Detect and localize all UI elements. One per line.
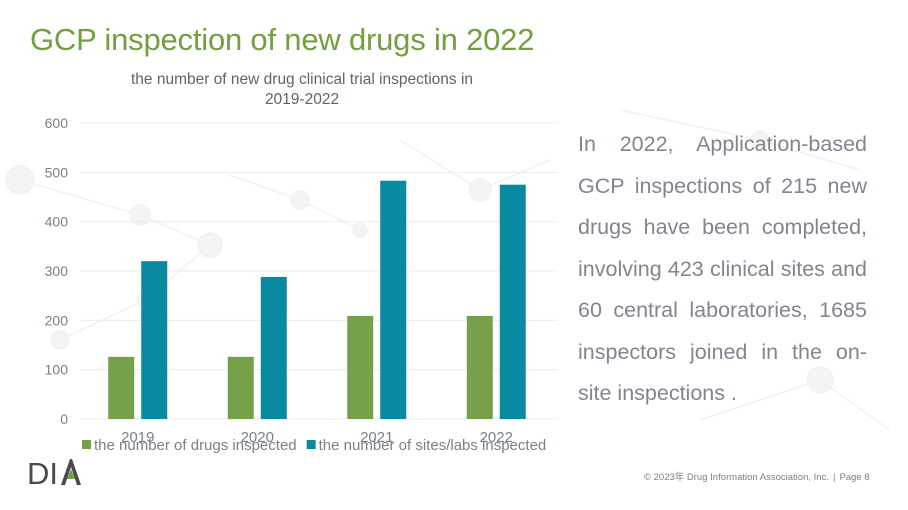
y-tick-label: 500 [45,164,69,180]
summary-paragraph: In 2022, Application-based GCP inspectio… [578,132,867,405]
y-tick-label: 600 [45,115,69,131]
bar-drugs-2021 [347,315,374,419]
footer-separator: | [832,472,836,483]
bar-sites-labs-2020 [260,276,287,419]
y-axis-ticks: 0 100 200 300 400 500 600 [45,115,69,427]
chart-bars [108,180,526,419]
legend-swatch-icon [306,440,316,449]
legend-label: the number of sites/labs inspected [319,437,547,454]
chart-legend: the number of drugs inspected the number … [82,437,546,454]
x-tick-label: 2021 [360,429,393,446]
footer: © 2023年 Drug Information Association, In… [644,469,870,483]
legend-swatch-icon [82,440,91,449]
x-tick-label: 2020 [241,429,274,446]
chart-title-line: the number of new drug clinical trial in… [131,71,473,88]
dia-logo-a-icon [61,459,81,485]
y-tick-label: 400 [45,214,69,230]
x-tick-label: 2019 [121,429,154,446]
copyright-text: © 2023年 Drug Information Association, In… [644,472,829,483]
x-tick-label: 2022 [480,429,513,446]
slide-title: GCP inspection of new drugs in 2022 [30,22,535,57]
dia-logo-letters: DI [27,457,58,487]
y-tick-label: 200 [45,312,69,328]
y-tick-label: 0 [60,411,68,427]
bar-sites-labs-2019 [141,261,168,419]
bar-drugs-2019 [108,356,135,419]
y-tick-label: 300 [45,263,69,279]
dia-logo-accent-icon [67,469,75,479]
chart-title: the number of new drug clinical trial in… [131,71,473,108]
page-number: Page 8 [839,472,870,483]
bar-sites-labs-2021 [380,180,407,419]
bar-drugs-2022 [466,315,493,419]
bar-drugs-2020 [227,356,254,419]
y-tick-label: 100 [45,362,69,378]
dia-logo: DI [27,457,81,487]
bar-chart: the number of new drug clinical trial in… [45,71,558,454]
bar-sites-labs-2022 [499,184,526,419]
chart-title-line: 2019-2022 [265,91,339,108]
x-axis-labels: 2019 2020 2021 2022 [121,429,513,446]
legend-label: the number of drugs inspected [94,437,297,454]
